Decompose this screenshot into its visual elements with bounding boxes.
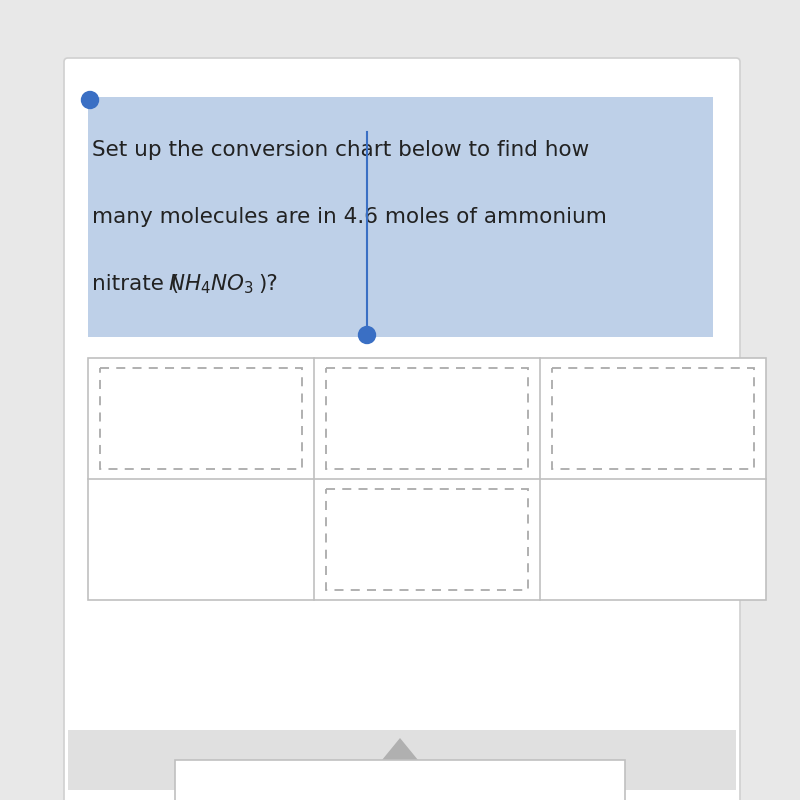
Text: many molecules are in 4.6 moles of ammonium: many molecules are in 4.6 moles of ammon… bbox=[92, 207, 607, 227]
Bar bbox=[100, 368, 302, 469]
Text: )?: )? bbox=[258, 274, 278, 294]
Bar bbox=[68, 730, 736, 790]
Bar bbox=[326, 489, 528, 590]
Bar bbox=[88, 97, 713, 337]
Text: nitrate (: nitrate ( bbox=[92, 274, 179, 294]
Bar bbox=[88, 358, 766, 600]
Text: Set up the conversion chart below to find how: Set up the conversion chart below to fin… bbox=[92, 140, 590, 160]
Circle shape bbox=[82, 91, 98, 109]
Text: $\mathit{NH}_4\mathit{NO}_3$: $\mathit{NH}_4\mathit{NO}_3$ bbox=[168, 273, 254, 296]
Bar bbox=[326, 368, 528, 469]
Bar bbox=[175, 760, 625, 800]
FancyBboxPatch shape bbox=[64, 58, 740, 800]
Polygon shape bbox=[382, 738, 418, 760]
Circle shape bbox=[358, 326, 375, 343]
Bar bbox=[552, 368, 754, 469]
